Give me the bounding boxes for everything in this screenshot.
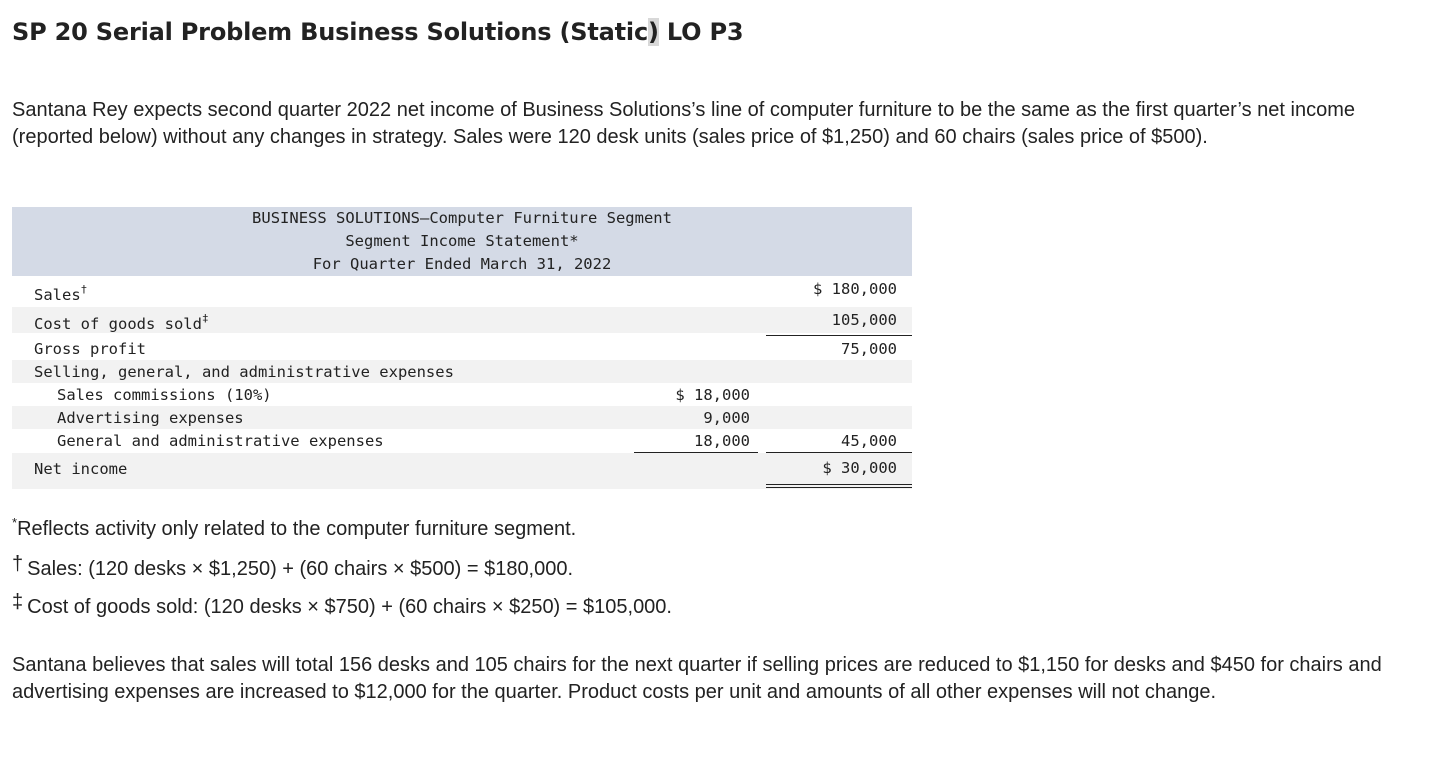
row-cogs: Cost of goods sold‡ 105,000: [12, 307, 912, 333]
row-gross-profit: Gross profit 75,000: [12, 337, 912, 360]
subtotal-rule: [766, 452, 912, 453]
row-label: Sales commissions (10%): [57, 386, 272, 404]
footnote-segment: *Reflects activity only related to the c…: [12, 515, 577, 541]
title-text: SP 20 Serial Problem Business Solutions …: [12, 18, 648, 46]
closing-paragraph: Santana believes that sales will total 1…: [12, 654, 1382, 703]
row-amount: $ 18,000: [675, 386, 750, 404]
subtotal-rule: [766, 335, 912, 336]
dagger-mark: †: [80, 283, 88, 296]
row-label: Net income: [34, 460, 128, 478]
footnote-cogs: ‡ Cost of goods sold: (120 desks × $750) …: [12, 591, 672, 619]
statement-name: Segment Income Statement*: [345, 232, 579, 250]
row-amount: $ 180,000: [813, 280, 897, 298]
row-general-admin: General and administrative expenses 18,0…: [12, 429, 912, 452]
statement-period: For Quarter Ended March 31, 2022: [312, 255, 612, 273]
row-amount: 18,000: [694, 432, 750, 450]
double-dagger-mark: ‡: [201, 312, 209, 325]
row-amount: 75,000: [841, 340, 897, 358]
footnote-text: Sales: (120 desks × $1,250) + (60 chairs…: [27, 558, 574, 580]
dagger-mark: †: [12, 553, 24, 575]
row-label: Cost of goods sold: [34, 315, 202, 333]
subtotal-rule: [634, 452, 758, 453]
double-rule-top: [766, 484, 912, 485]
problem-title: SP 20 Serial Problem Business Solutions …: [12, 18, 744, 46]
row-label: Sales: [34, 286, 81, 304]
row-label: Advertising expenses: [57, 409, 244, 427]
footnote-text: Cost of goods sold: (120 desks × $750) +…: [27, 596, 672, 618]
title-suffix: LO P3: [658, 18, 744, 46]
double-rule-bottom: [766, 487, 912, 488]
row-amount: 105,000: [831, 311, 897, 329]
income-statement: BUSINESS SOLUTIONS—Computer Furniture Se…: [12, 207, 912, 489]
row-advertising: Advertising expenses 9,000: [12, 406, 912, 429]
row-net-income: Net income $ 30,000: [12, 453, 912, 489]
row-amount: $ 30,000: [822, 459, 897, 477]
footnote-text: Reflects activity only related to the co…: [17, 518, 577, 540]
asterisk-mark: *: [12, 515, 18, 530]
footnote-sales: † Sales: (120 desks × $1,250) + (60 chair…: [12, 553, 574, 581]
row-sga-heading: Selling, general, and administrative exp…: [12, 360, 912, 383]
row-sales: Sales† $ 180,000: [12, 277, 912, 304]
double-dagger-mark: ‡: [12, 591, 24, 613]
statement-company: BUSINESS SOLUTIONS—Computer Furniture Se…: [252, 209, 672, 227]
row-label: Gross profit: [34, 340, 146, 358]
intro-paragraph: Santana Rey expects second quarter 2022 …: [12, 99, 1355, 148]
row-sales-commissions: Sales commissions (10%) $ 18,000: [12, 383, 912, 406]
row-amount: 9,000: [703, 409, 750, 427]
row-label: General and administrative expenses: [57, 432, 384, 450]
row-total: 45,000: [841, 432, 897, 450]
statement-header: BUSINESS SOLUTIONS—Computer Furniture Se…: [12, 207, 912, 276]
title-highlight: ): [647, 18, 659, 46]
row-label: Selling, general, and administrative exp…: [34, 363, 454, 381]
